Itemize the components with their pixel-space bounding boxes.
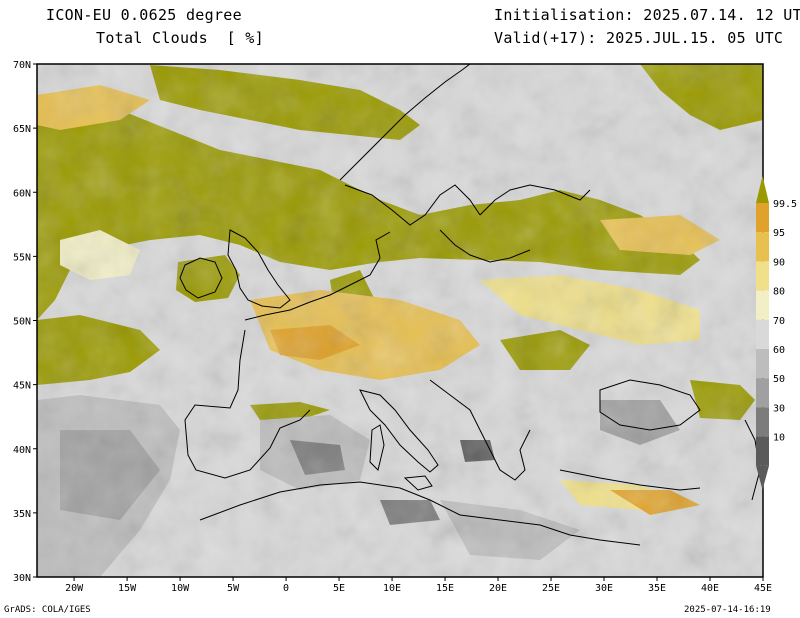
colorbar-swatch	[756, 436, 769, 466]
lon-label: 20W	[65, 583, 84, 594]
colorbar-label: 60	[773, 345, 785, 356]
map-field	[37, 64, 763, 577]
colorbar-swatch	[756, 232, 769, 262]
lon-label: 5W	[227, 583, 240, 594]
lon-label: 30E	[595, 583, 613, 594]
lon-label: 10E	[383, 583, 401, 594]
colorbar-swatch	[756, 203, 769, 233]
longitude-axis: 20W 15W 10W 5W 0 5E 10E 15E 20E 25E 30E 35E 40E 45E	[65, 577, 772, 594]
colorbar-label: 80	[773, 287, 785, 298]
initialisation-time: Initialisation: 2025.07.14. 12 UTC	[494, 6, 800, 24]
valid-time: Valid(+17): 2025.JUL.15. 05 UTC	[494, 29, 784, 47]
lat-label: 35N	[13, 509, 31, 520]
lat-label: 40N	[13, 445, 31, 456]
lat-label: 50N	[13, 317, 31, 328]
colorbar-label: 50	[773, 374, 785, 385]
colorbar-label: 99.5	[773, 199, 797, 210]
colorbar-swatch	[756, 349, 769, 379]
lon-label: 25E	[542, 583, 560, 594]
colorbar-swatch	[756, 261, 769, 291]
colorbar: 99.5 95 90 80 70 60 50 30 10	[756, 176, 797, 490]
lon-label: 20E	[489, 583, 507, 594]
colorbar-underflow-triangle	[756, 465, 769, 490]
colorbar-label: 70	[773, 316, 785, 327]
lon-label: 0	[283, 583, 289, 594]
render-timestamp: 2025-07-14-16:19	[684, 605, 771, 615]
lon-label: 45E	[754, 583, 772, 594]
lon-label: 40E	[701, 583, 719, 594]
lon-label: 10W	[171, 583, 190, 594]
lon-label: 15E	[436, 583, 454, 594]
lat-label: 65N	[13, 124, 31, 135]
colorbar-label: 90	[773, 257, 785, 268]
lat-label: 60N	[13, 188, 31, 199]
lon-label: 15W	[118, 583, 137, 594]
latitude-axis: 70N 65N 60N 55N 50N 45N 40N 35N 30N	[13, 60, 37, 584]
lon-label: 35E	[648, 583, 666, 594]
model-title: ICON-EU 0.0625 degree	[46, 6, 242, 24]
colorbar-label: 30	[773, 403, 785, 414]
variable-title: Total Clouds [ %]	[96, 29, 264, 47]
lon-label: 5E	[333, 583, 345, 594]
lat-label: 55N	[13, 252, 31, 263]
lat-label: 45N	[13, 381, 31, 392]
grads-credit: GrADS: COLA/IGES	[4, 605, 91, 615]
colorbar-label: 95	[773, 228, 785, 239]
colorbar-swatch	[756, 319, 769, 349]
colorbar-swatch	[756, 407, 769, 437]
coastlines	[179, 64, 761, 546]
lat-label: 30N	[13, 573, 31, 584]
colorbar-overflow-triangle	[756, 176, 769, 203]
colorbar-label: 10	[773, 433, 785, 444]
lat-label: 70N	[13, 60, 31, 71]
colorbar-swatch	[756, 290, 769, 320]
texture-overlay	[37, 64, 763, 577]
colorbar-swatch	[756, 378, 769, 408]
